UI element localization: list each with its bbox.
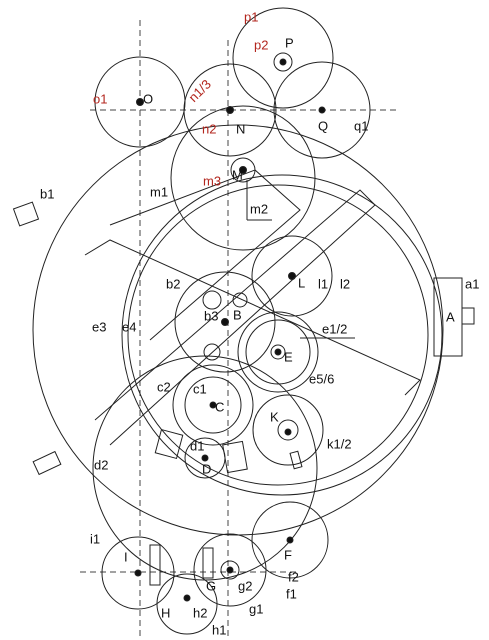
label: m3	[203, 173, 221, 188]
label: I	[124, 549, 128, 564]
label: i1	[90, 531, 100, 546]
label: c1	[193, 381, 207, 396]
label: P	[285, 35, 294, 50]
label: b3	[204, 308, 218, 323]
label: q1	[354, 118, 368, 133]
label: G	[206, 578, 216, 593]
gears	[32, 7, 444, 635]
label: f1	[286, 586, 297, 601]
label: m2	[250, 201, 268, 216]
label: l2	[340, 276, 350, 291]
label: p2	[254, 37, 268, 52]
label: e5/6	[309, 371, 334, 386]
label: l1	[318, 276, 328, 291]
frame-parts	[12, 169, 475, 586]
label: f2	[288, 569, 299, 584]
label: E	[284, 349, 293, 364]
label: Q	[318, 118, 328, 133]
axis-lines	[80, 20, 400, 640]
label: K	[270, 409, 279, 424]
label: F	[284, 547, 292, 562]
label: c2	[157, 379, 171, 394]
label: o1	[93, 91, 107, 106]
label: H	[161, 605, 170, 620]
label: B	[233, 307, 242, 322]
labels: p1 p2 P o1 O n1/3 N n2 Q q1 m3 M m1 m2 b…	[40, 9, 479, 637]
label: m1	[150, 184, 168, 199]
label: C	[215, 399, 224, 414]
label: M	[232, 167, 243, 182]
label: d1	[190, 438, 204, 453]
label: a1	[465, 276, 479, 291]
label: g1	[249, 601, 263, 616]
label: L	[298, 275, 305, 290]
label: g2	[238, 578, 252, 593]
label: k1/2	[327, 436, 352, 451]
label: O	[143, 91, 153, 106]
label: n2	[202, 121, 216, 136]
label: e3	[92, 319, 106, 334]
label: b2	[166, 276, 180, 291]
label: D	[202, 461, 211, 476]
label: e1/2	[322, 321, 347, 336]
label: A	[446, 309, 455, 324]
label: n1/3	[185, 77, 214, 106]
label: h2	[193, 605, 207, 620]
label: e4	[122, 319, 136, 334]
label: N	[236, 121, 245, 136]
label: b1	[40, 186, 54, 201]
label: p1	[244, 9, 258, 24]
label: d2	[94, 457, 108, 472]
label: h1	[212, 622, 226, 637]
